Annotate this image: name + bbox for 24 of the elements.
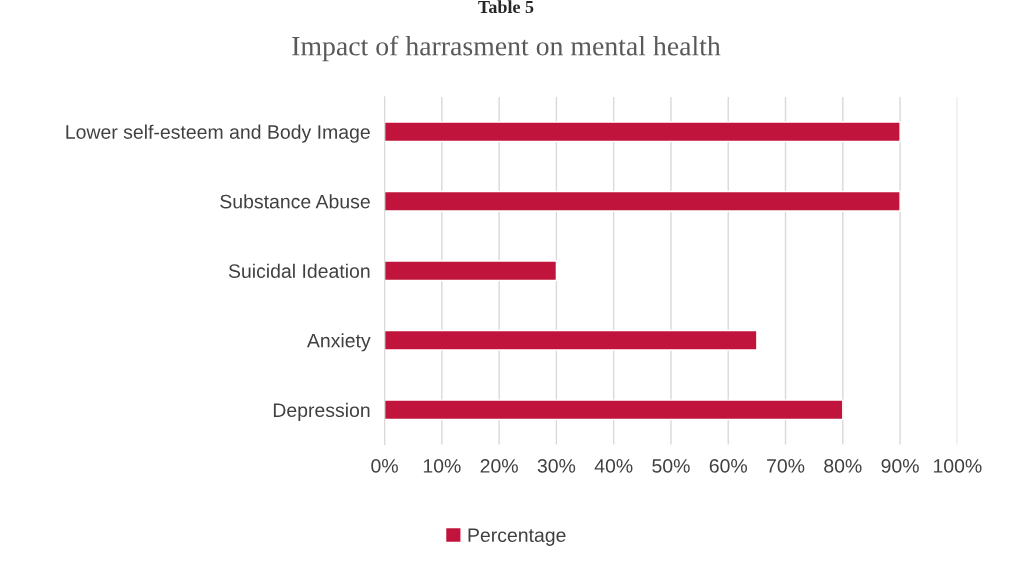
x-tick-label: 90%	[881, 459, 919, 473]
y-tick-label: Substance Abuse	[220, 194, 370, 209]
y-tick-label: Depression	[273, 402, 370, 421]
x-tick-label: 10%	[423, 459, 461, 473]
y-tick-label: Anxiety	[306, 333, 371, 352]
x-tick-label: 70%	[767, 459, 805, 473]
x-tick-label: 80%	[824, 459, 862, 473]
bar	[384, 399, 844, 421]
legend-label: Percentage	[468, 528, 566, 546]
x-tick-label: 40%	[594, 459, 633, 473]
x-tick-label: 20%	[480, 459, 518, 473]
bar	[384, 260, 558, 282]
x-tick-label: 50%	[652, 459, 690, 473]
chart-title: Impact of harrasment on mental health	[292, 35, 721, 62]
bar	[384, 121, 901, 143]
bar	[384, 329, 758, 351]
y-tick-label: Lower self-esteem and Body Image	[66, 124, 370, 143]
x-tick-label: 60%	[709, 459, 747, 473]
x-tick-label: 100%	[933, 459, 982, 473]
y-tick-label: Suicidal Ideation	[228, 263, 370, 278]
caption: Table 5	[478, 0, 534, 14]
bar	[384, 190, 901, 212]
x-tick-label: 30%	[537, 459, 576, 473]
x-tick-label: 0%	[371, 459, 398, 473]
